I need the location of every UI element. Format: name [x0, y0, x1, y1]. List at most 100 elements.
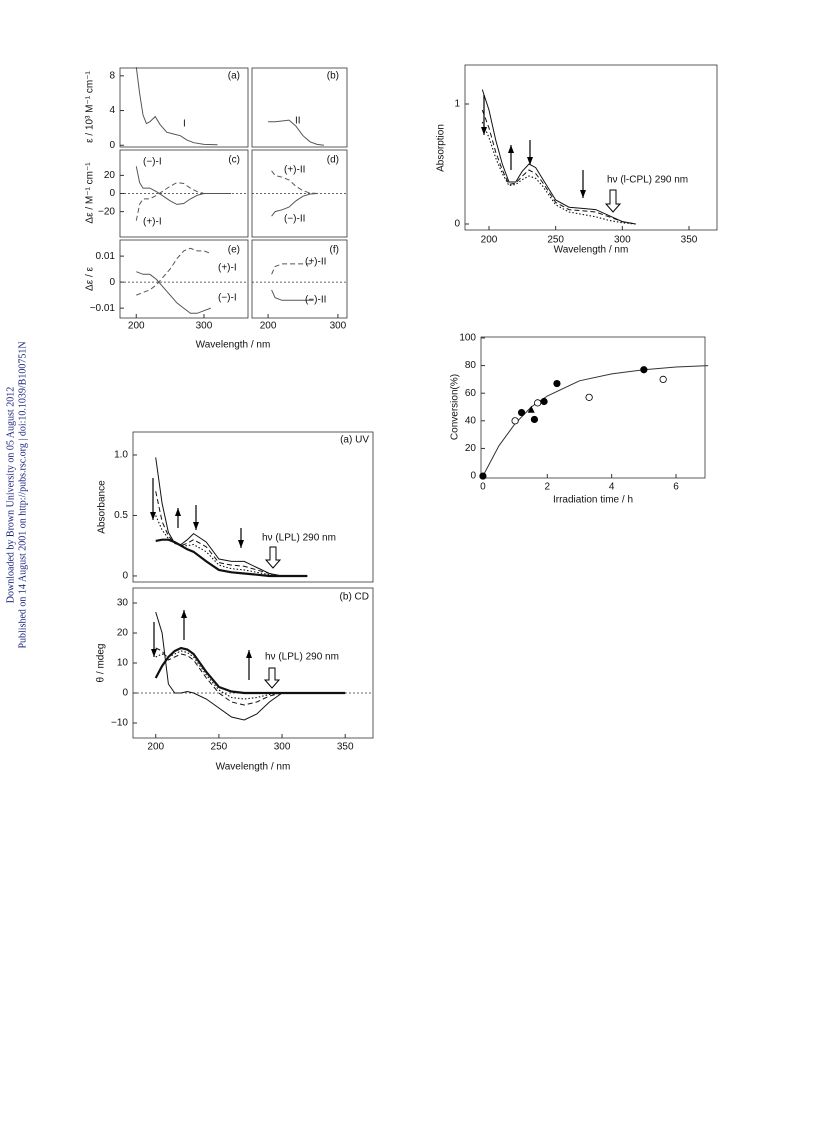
series-line: [135, 182, 232, 221]
annotation: (e): [228, 245, 240, 256]
series-line: [268, 119, 324, 146]
x-tick-label: 0: [480, 482, 486, 493]
arrow-head: [181, 610, 187, 618]
arrow-head: [508, 145, 514, 153]
series-line: [155, 457, 308, 577]
x-tick-label: 4: [609, 482, 615, 493]
arrow-head: [580, 190, 586, 198]
y-tick-label: 60: [465, 388, 477, 399]
series-label: (+)-I: [218, 263, 237, 274]
y-tick-label: 10: [117, 658, 129, 669]
point: [479, 472, 487, 480]
x-axis-label: Wavelength / nm: [196, 340, 271, 351]
series-line: [136, 271, 211, 314]
y-axis-label: θ / mdeg: [96, 644, 107, 683]
plot-frame: [119, 67, 249, 148]
series-line: [271, 193, 318, 217]
x-tick-label: 200: [481, 235, 498, 246]
y-tick-label: 8: [109, 70, 115, 81]
y-tick-label: 20: [104, 170, 116, 181]
x-axis-label: Wavelength / nm: [554, 245, 629, 256]
series-line: [481, 121, 636, 225]
y-tick-label: 0: [109, 277, 115, 288]
series-label: (−)-I: [218, 293, 237, 304]
x-tick-label: 250: [547, 235, 564, 246]
x-tick-label: 300: [614, 235, 631, 246]
x-tick-label: 2: [545, 482, 551, 493]
x-tick-label: 200: [260, 321, 277, 332]
point: [517, 408, 526, 417]
arrow-head: [481, 127, 487, 135]
series-label: (+)-II: [305, 257, 326, 268]
point: [534, 399, 542, 407]
series-line: [136, 247, 211, 296]
arrow-head: [193, 522, 199, 530]
arrow-head: [246, 650, 252, 658]
download-note: Downloaded by Brown University on 05 Aug…: [5, 387, 16, 603]
annotation: I: [183, 119, 186, 130]
y-tick-label: 0.01: [96, 251, 116, 262]
y-tick-label: 1.0: [114, 450, 128, 461]
series-line: [481, 109, 636, 225]
y-tick-label: 0: [122, 688, 128, 699]
y-tick-label: 4: [109, 105, 115, 116]
x-tick-label: 300: [330, 321, 347, 332]
arrow-head: [527, 157, 533, 165]
series-line: [155, 611, 346, 721]
annotation: hν (LPL) 290 nm: [265, 652, 339, 663]
y-axis-label: Conversion(%): [450, 374, 461, 440]
series-line: [135, 166, 232, 205]
arrow-head: [151, 649, 157, 657]
series-line: [481, 89, 636, 225]
y-tick-label: 20: [465, 443, 477, 454]
y-axis-label: Absorption: [436, 124, 447, 172]
x-axis-label: Wavelength / nm: [216, 762, 291, 773]
x-tick-label: 250: [211, 742, 228, 753]
x-tick-label: 200: [147, 742, 164, 753]
annotation: (b) CD: [340, 592, 369, 603]
y-tick-label: −0.01: [90, 303, 116, 314]
point: [553, 379, 561, 388]
plot-frame: [464, 64, 718, 231]
y-tick-label: 80: [465, 360, 477, 371]
annotation: (f): [330, 245, 339, 256]
series-label: (−)-II: [284, 214, 305, 225]
y-tick-label: 0: [470, 471, 476, 482]
y-tick-label: 100: [459, 333, 476, 344]
series-line: [271, 170, 318, 194]
x-tick-label: 350: [337, 742, 354, 753]
point: [527, 405, 535, 413]
open-arrow: [264, 546, 282, 569]
annotation: (b): [327, 71, 339, 82]
series-label: (−)-I: [143, 157, 162, 168]
annotation: (a): [228, 71, 240, 82]
series-line: [271, 289, 314, 301]
y-tick-label: 0: [122, 571, 128, 582]
annotation: (a) UV: [340, 435, 369, 446]
arrow-head: [150, 512, 156, 520]
y-tick-label: 1: [454, 99, 460, 110]
publish-note: Published on 14 August 2001 on http://pu…: [17, 341, 28, 648]
annotation: (d): [327, 155, 339, 166]
point: [585, 393, 593, 401]
series-label: (−)-II: [305, 295, 326, 306]
y-axis-label: Δε / M⁻¹ cm⁻¹: [85, 162, 96, 224]
y-tick-label: 40: [465, 415, 477, 426]
y-tick-label: 0.5: [114, 510, 128, 521]
plot-frame: [251, 67, 348, 148]
plot-frame: [119, 239, 249, 319]
y-tick-label: 0: [109, 140, 115, 151]
x-tick-label: 200: [128, 321, 145, 332]
y-tick-label: −20: [98, 206, 115, 217]
series-line: [155, 491, 308, 577]
x-tick-label: 350: [681, 235, 698, 246]
series-line: [482, 365, 709, 477]
plot-frame: [480, 336, 706, 479]
plot-frame: [251, 239, 348, 319]
arrow-head: [238, 540, 244, 548]
y-axis-label: Absorbance: [97, 480, 108, 534]
point: [511, 417, 519, 425]
annotation: II: [295, 116, 301, 127]
